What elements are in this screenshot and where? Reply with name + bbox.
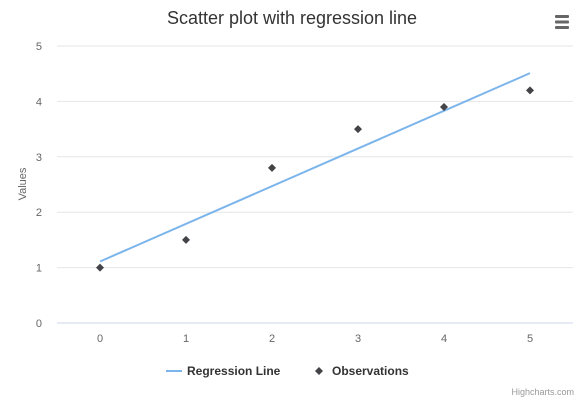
x-tick-label-0: 0 <box>97 333 103 345</box>
observation-point-0 <box>96 263 104 272</box>
legend-diamond-symbol <box>315 367 323 375</box>
plot-series <box>96 72 534 272</box>
grid-lines <box>57 45 573 324</box>
y-tick-label-0: 0 <box>36 318 42 330</box>
x-axis-ticks: 0 1 2 3 4 5 <box>97 333 533 345</box>
legend-label-observations: Observations <box>332 364 409 378</box>
regression-line <box>99 72 531 263</box>
x-tick-label-4: 4 <box>441 333 447 345</box>
observation-point-4 <box>440 102 448 111</box>
y-tick-label-4: 4 <box>36 96 42 108</box>
y-axis-ticks: 0 1 2 3 4 5 <box>36 41 42 330</box>
y-tick-label-3: 3 <box>36 152 42 164</box>
x-tick-label-2: 2 <box>269 333 275 345</box>
observation-point-3 <box>354 125 362 134</box>
hamburger-menu-icon <box>555 15 569 29</box>
x-tick-label-5: 5 <box>527 333 533 345</box>
y-axis-title: Values <box>17 167 29 200</box>
observation-point-5 <box>526 86 534 95</box>
y-tick-label-5: 5 <box>36 41 42 53</box>
observation-point-1 <box>182 235 190 244</box>
observation-point-2 <box>268 163 276 172</box>
legend-item-observations[interactable]: Observations <box>315 364 409 378</box>
x-tick-label-3: 3 <box>355 333 361 345</box>
chart-title: Scatter plot with regression line <box>167 8 417 28</box>
x-tick-label-1: 1 <box>183 333 189 345</box>
credits-link[interactable]: Highcharts.com <box>511 387 574 397</box>
legend-item-regression-line[interactable]: Regression Line <box>166 364 281 378</box>
context-menu-button[interactable] <box>548 10 574 36</box>
y-tick-label-1: 1 <box>36 263 42 275</box>
y-tick-label-2: 2 <box>36 207 42 219</box>
legend-label-regression-line: Regression Line <box>187 364 281 378</box>
legend: Regression Line Observations <box>166 364 409 378</box>
